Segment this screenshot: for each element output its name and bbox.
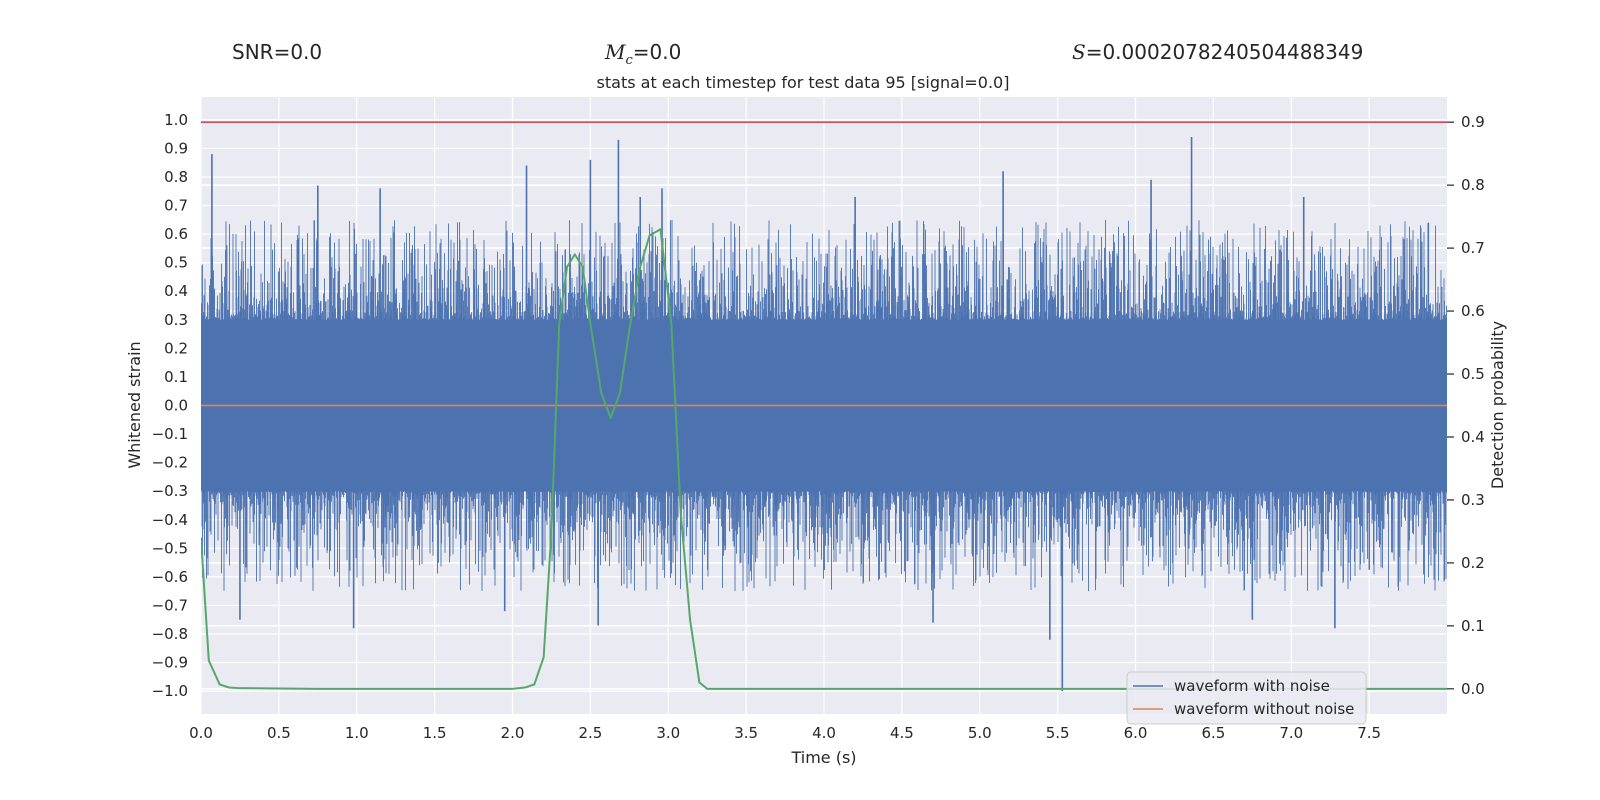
legend: waveform with noise waveform without noi… bbox=[1126, 671, 1367, 725]
y2-tick-label: 0.7 bbox=[1461, 239, 1485, 257]
y-tick-label: 0.5 bbox=[164, 254, 188, 272]
x-tick-label: 0.5 bbox=[267, 724, 291, 742]
y-tick-label: 0.2 bbox=[164, 339, 188, 357]
x-tick-label: 1.0 bbox=[345, 724, 369, 742]
score-stat: S=0.0002078240504488349 bbox=[1072, 40, 1363, 64]
y2-tick-label: 0.5 bbox=[1461, 365, 1485, 383]
x-tick-label: 4.0 bbox=[812, 724, 836, 742]
y-tick-label: −0.2 bbox=[152, 454, 188, 472]
legend-box bbox=[1126, 671, 1367, 725]
y-tick-label: −0.7 bbox=[152, 596, 188, 614]
snr-stat: SNR=0.0 bbox=[232, 40, 322, 64]
x-tick-label: 6.0 bbox=[1124, 724, 1148, 742]
y-tick-label: 0.1 bbox=[164, 368, 188, 386]
snr-label: SNR bbox=[232, 40, 274, 64]
x-tick-label: 5.0 bbox=[968, 724, 992, 742]
x-axis-ticks: 0.0 0.5 1.0 1.5 2.0 2.5 3.0 3.5 4.0 4.5 5.0 5.5 6.0 6… bbox=[189, 724, 1381, 742]
chart-title: stats at each timestep for test data 95 … bbox=[597, 73, 1010, 92]
chirp-mass-stat: Mc=0.0 bbox=[605, 40, 681, 68]
y-tick-label: −0.1 bbox=[152, 425, 188, 443]
y2-tick-label: 0.6 bbox=[1461, 302, 1485, 320]
y-tick-label: −0.9 bbox=[152, 654, 188, 672]
x-tick-label: 3.0 bbox=[656, 724, 680, 742]
x-tick-label: 1.5 bbox=[423, 724, 447, 742]
legend-label-clean: waveform without noise bbox=[1174, 700, 1354, 718]
x-tick-label: 5.5 bbox=[1046, 724, 1070, 742]
y-axis-ticks: 1.0 0.9 0.8 0.7 0.6 0.5 0.4 0.3 0.2 0.1 0.0 −0.1 −0.… bbox=[152, 111, 188, 700]
y-tick-label: −0.8 bbox=[152, 625, 188, 643]
y2-axis-ticks: 0.9 0.8 0.7 0.6 0.5 0.4 0.3 0.2 0.1 0.0 bbox=[1447, 113, 1485, 698]
y-tick-label: 0.7 bbox=[164, 197, 188, 215]
score-value: =0.0002078240504488349 bbox=[1085, 40, 1364, 64]
x-tick-label: 4.5 bbox=[890, 724, 914, 742]
y2-tick-label: 0.2 bbox=[1461, 554, 1485, 572]
score-symbol: S bbox=[1072, 40, 1086, 64]
x-axis-label: Time (s) bbox=[790, 748, 856, 767]
chirp-mass-subscript: c bbox=[625, 53, 633, 68]
x-tick-label: 2.0 bbox=[501, 724, 525, 742]
y2-tick-label: 0.0 bbox=[1461, 680, 1485, 698]
chirp-mass-value: =0.0 bbox=[632, 40, 682, 64]
y2-axis-label: Detection probability bbox=[1488, 321, 1507, 489]
x-tick-label: 6.5 bbox=[1201, 724, 1225, 742]
x-tick-label: 2.5 bbox=[578, 724, 602, 742]
x-tick-label: 3.5 bbox=[734, 724, 758, 742]
y2-tick-label: 0.8 bbox=[1461, 176, 1485, 194]
detection-probability-line bbox=[201, 228, 1447, 690]
snr-value: =0.0 bbox=[273, 40, 323, 64]
y2-tick-label: 0.1 bbox=[1461, 617, 1485, 635]
y-tick-label: 0.3 bbox=[164, 311, 188, 329]
y-tick-label: 0.0 bbox=[164, 397, 188, 415]
x-tick-label: 0.0 bbox=[189, 724, 213, 742]
y-tick-label: −1.0 bbox=[152, 682, 188, 700]
y-tick-label: 0.8 bbox=[164, 168, 188, 186]
series-layer bbox=[201, 121, 1447, 690]
y2-tick-label: 0.4 bbox=[1461, 428, 1485, 446]
y-tick-label: −0.3 bbox=[152, 482, 188, 500]
x-tick-label: 7.5 bbox=[1357, 724, 1381, 742]
y2-tick-label: 0.3 bbox=[1461, 491, 1485, 509]
y-tick-label: −0.4 bbox=[152, 511, 188, 529]
y-tick-label: 0.4 bbox=[164, 282, 188, 300]
y-tick-label: 1.0 bbox=[164, 111, 188, 129]
y-tick-label: −0.6 bbox=[152, 568, 188, 586]
y2-tick-label: 0.9 bbox=[1461, 113, 1485, 131]
y-tick-label: 0.9 bbox=[164, 139, 188, 157]
y-tick-label: 0.6 bbox=[164, 225, 188, 243]
y-tick-label: −0.5 bbox=[152, 539, 188, 557]
x-tick-label: 7.0 bbox=[1279, 724, 1303, 742]
chirp-mass-symbol: M bbox=[605, 40, 626, 64]
legend-label-noise: waveform with noise bbox=[1174, 677, 1330, 695]
y-axis-label: Whitened strain bbox=[125, 341, 144, 468]
